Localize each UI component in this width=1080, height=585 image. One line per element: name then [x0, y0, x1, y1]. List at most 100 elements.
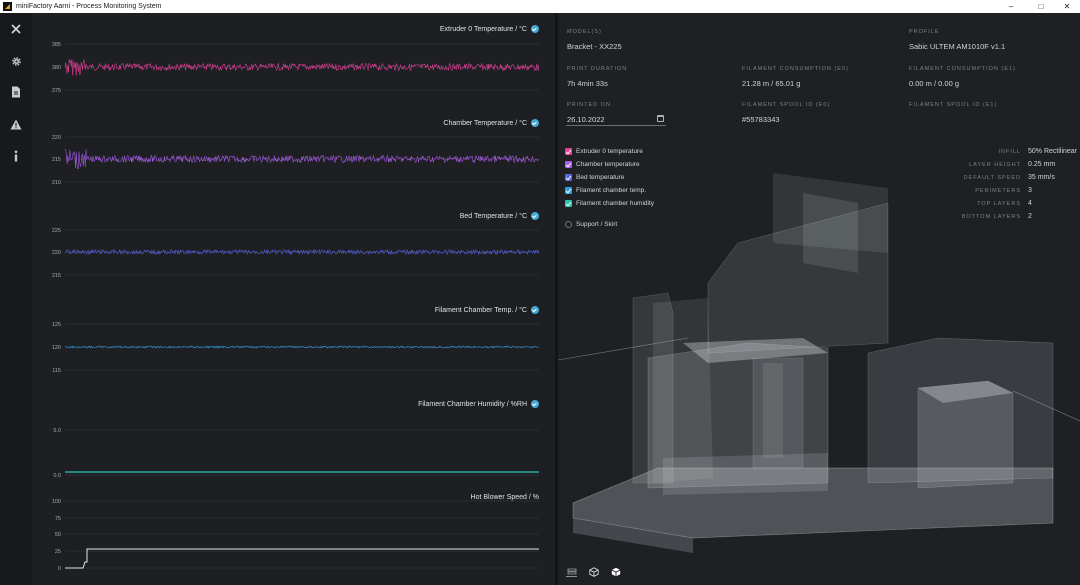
chart-title-label: Chamber Temperature / °C — [443, 119, 527, 127]
radio-icon[interactable] — [565, 221, 572, 228]
param-perimeters-label: PERIMETERS — [975, 188, 1021, 194]
sidebar — [0, 13, 32, 585]
minimize-button[interactable]: – — [1008, 2, 1014, 11]
y-tick-label: 100 — [52, 499, 61, 505]
print-info-panel: MODEL(S) Bracket - XX225 PROFILE Sabic U… — [558, 13, 1080, 585]
series-line — [64, 58, 540, 76]
consumption-e1-label: FILAMENT CONSUMPTION (E1) — [909, 66, 1016, 72]
legend-support-skirt[interactable]: Support / Skirt — [565, 221, 617, 228]
y-tick-label: 75 — [55, 516, 61, 522]
printed-on-value: 26.10.2022 — [567, 115, 605, 124]
y-tick-label: 50 — [55, 532, 61, 538]
view-mode-toolbar — [566, 566, 621, 577]
legend-chamber[interactable]: Chamber temperature — [565, 161, 640, 168]
chart-title-extruder0: Extruder 0 Temperature / °C — [440, 25, 539, 33]
legend-bed[interactable]: Bed temperature — [565, 174, 624, 181]
y-tick-label: 215 — [52, 273, 61, 279]
param-infill-label: INFILL — [998, 149, 1021, 155]
series-line — [64, 345, 539, 349]
window-titlebar: miniFactory Aarni - Process Monitoring S… — [0, 0, 1080, 13]
chart-title-bed: Bed Temperature / °C — [460, 212, 539, 220]
checkbox-icon[interactable] — [565, 161, 572, 168]
gear-icon[interactable] — [8, 53, 24, 69]
cube-solid-icon[interactable] — [610, 566, 621, 577]
legend-label: Bed temperature — [576, 174, 625, 181]
profile-label: PROFILE — [909, 29, 940, 35]
legend-label: Chamber temperature — [576, 161, 640, 168]
series-line — [65, 548, 539, 569]
y-tick-label: 215 — [52, 157, 61, 163]
calendar-icon[interactable] — [657, 115, 664, 122]
legend-extruder0[interactable]: Extruder 0 temperature — [565, 148, 643, 155]
app-logo-icon — [3, 2, 12, 11]
model-value: Bracket - XX225 — [567, 42, 622, 51]
param-bottom-layers-value: 2 — [1028, 213, 1032, 220]
param-bottom-layers-label: BOTTOM LAYERS — [961, 214, 1021, 220]
legend-label: Filament chamber humidity — [576, 200, 655, 207]
close-icon[interactable] — [8, 21, 24, 37]
checkbox-icon[interactable] — [565, 187, 572, 194]
y-tick-label: 220 — [52, 135, 61, 141]
y-tick-label: 385 — [52, 42, 61, 48]
panel-divider[interactable] — [555, 13, 558, 585]
close-window-button[interactable]: ✕ — [1063, 2, 1071, 11]
layers-view-icon[interactable] — [566, 566, 577, 577]
info-icon[interactable] — [8, 148, 24, 164]
cube-outline-icon[interactable] — [588, 566, 599, 577]
printed-on-label: PRINTED ON — [567, 102, 611, 108]
y-tick-label: 125 — [52, 322, 61, 328]
series-line — [64, 248, 540, 256]
param-layer-height-label: LAYER HEIGHT — [969, 162, 1021, 168]
print-duration-label: PRINT DURATION — [567, 66, 628, 72]
print-duration-value: 7h 4min 33s — [567, 79, 608, 88]
y-tick-label: 115 — [52, 368, 61, 374]
profile-value: Sabic ULTEM AM1010F v1.1 — [909, 42, 1006, 51]
series-line — [64, 149, 540, 170]
chart-title-label: Bed Temperature / °C — [459, 212, 527, 220]
consumption-e1-value: 0.00 m / 0.00 g — [909, 79, 960, 88]
check-circle-icon — [531, 25, 539, 33]
consumption-e0-value: 21.28 m / 65.01 g — [742, 79, 801, 88]
param-default-speed-value: 35 mm/s — [1028, 174, 1055, 181]
y-tick-label: 220 — [52, 250, 61, 256]
param-infill-value: 50% Rectilinear — [1028, 148, 1078, 155]
y-tick-label: 25 — [55, 549, 61, 555]
param-default-speed-label: DEFAULT SPEED — [963, 175, 1021, 181]
legend-label: Filament chamber temp. — [576, 187, 647, 194]
model-label: MODEL(S) — [567, 29, 602, 35]
param-layer-height-value: 0.25 mm — [1028, 161, 1056, 168]
document-icon[interactable] — [8, 84, 24, 100]
y-tick-label: 210 — [52, 180, 61, 186]
y-tick-label: 380 — [52, 65, 61, 71]
chart-title-chamber: Chamber Temperature / °C — [443, 119, 539, 127]
y-tick-label: 375 — [52, 88, 61, 94]
warning-icon[interactable] — [8, 116, 24, 132]
check-circle-icon — [531, 306, 539, 314]
legend-filament-humidity[interactable]: Filament chamber humidity — [565, 200, 654, 207]
charts-canvas: 385 380 375 220 215 210 225 220 215 125 120 115 5.0 0… — [52, 42, 540, 572]
chart-title-filament-humidity: Filament Chamber Humidity / %RH — [418, 400, 539, 408]
y-tick-label: 5.0 — [53, 428, 61, 434]
spool-e1-label: FILAMENT SPOOL ID (E1) — [909, 102, 998, 108]
check-circle-icon — [531, 212, 539, 220]
spool-e0-value: #55783343 — [742, 115, 780, 124]
checkbox-icon[interactable] — [565, 174, 572, 181]
chart-title-label: Filament Chamber Humidity / %RH — [418, 400, 527, 408]
param-top-layers-value: 4 — [1028, 200, 1032, 207]
consumption-e0-label: FILAMENT CONSUMPTION (E0) — [742, 66, 849, 72]
param-top-layers-label: TOP LAYERS — [977, 201, 1021, 207]
charts-panel: 385 380 375 220 215 210 225 220 215 125 120 115 5.0 0… — [32, 13, 555, 585]
checkbox-icon[interactable] — [565, 148, 572, 155]
chart-title-filament-temp: Filament Chamber Temp. / °C — [435, 306, 539, 314]
legend-label: Support / Skirt — [576, 221, 618, 228]
legend-label: Extruder 0 temperature — [576, 148, 643, 155]
model-3d-viewer[interactable] — [558, 13, 1080, 585]
chart-title-label: Hot Blower Speed / % — [470, 494, 539, 501]
chart-title-label: Extruder 0 Temperature / °C — [439, 25, 527, 33]
chart-title-hot-blower: Hot Blower Speed / % — [471, 494, 539, 501]
legend-filament-temp[interactable]: Filament chamber temp. — [565, 187, 646, 194]
printed-on-date-input[interactable]: 26.10.2022 — [566, 114, 666, 126]
maximize-button[interactable]: □ — [1038, 2, 1044, 11]
checkbox-icon[interactable] — [565, 200, 572, 207]
y-tick-label: 0 — [58, 566, 61, 572]
